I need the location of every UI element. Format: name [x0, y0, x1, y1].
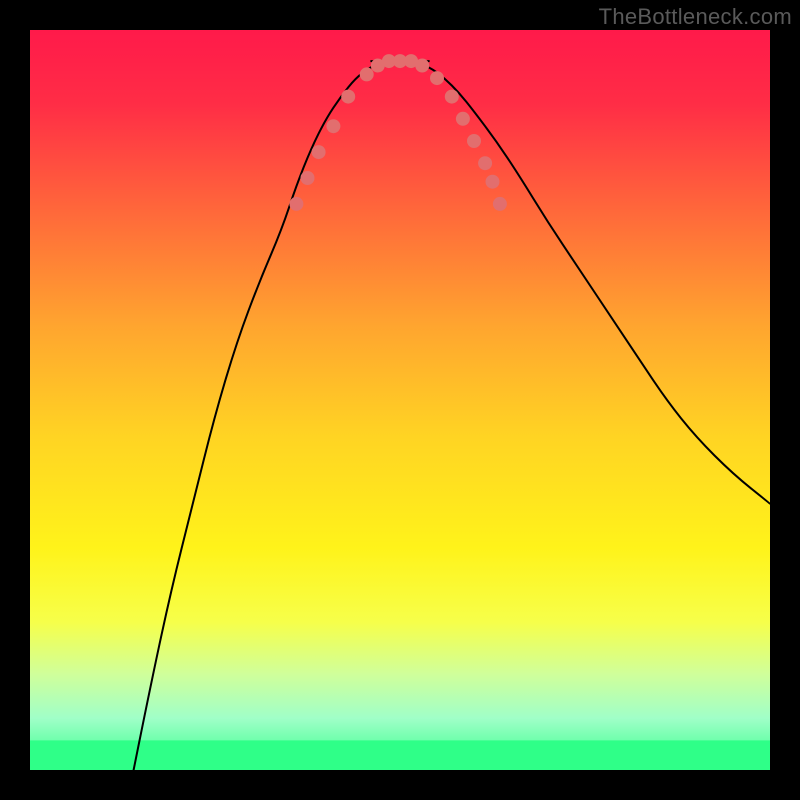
watermark-text: TheBottleneck.com: [599, 4, 792, 30]
marker-center-2: [404, 54, 418, 68]
marker-left-4: [341, 90, 355, 104]
chart-background: [30, 30, 770, 770]
chart-svg: [30, 30, 770, 770]
marker-right-6: [486, 175, 500, 189]
marker-left-3: [326, 119, 340, 133]
chart-container: TheBottleneck.com: [0, 0, 800, 800]
marker-left-2: [312, 145, 326, 159]
marker-right-4: [467, 134, 481, 148]
marker-left-1: [301, 171, 315, 185]
marker-left-0: [289, 197, 303, 211]
marker-left-5: [360, 67, 374, 81]
marker-right-5: [478, 156, 492, 170]
marker-right-1: [430, 71, 444, 85]
chart-green-band: [30, 740, 770, 770]
marker-right-2: [445, 90, 459, 104]
marker-right-3: [456, 112, 470, 126]
marker-right-7: [493, 197, 507, 211]
